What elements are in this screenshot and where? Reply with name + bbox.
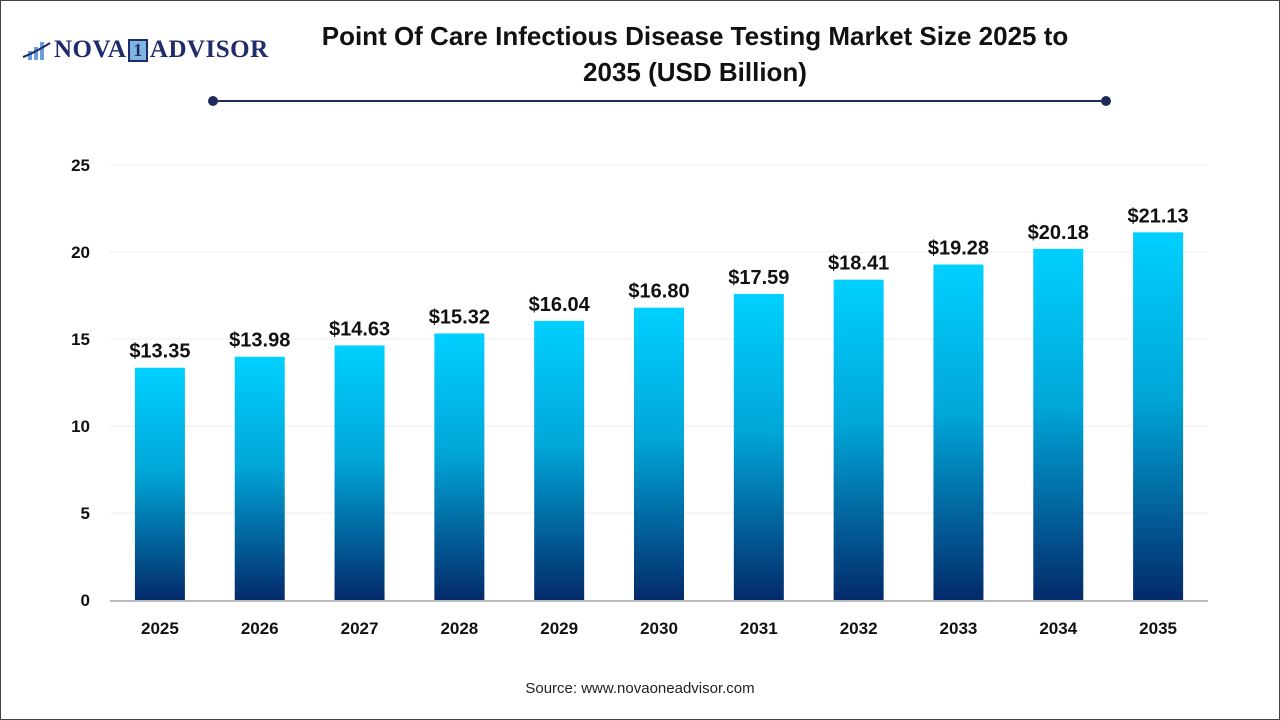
x-tick-label: 2033 — [940, 619, 978, 638]
bar-2029 — [534, 320, 585, 600]
y-tick-label: 25 — [71, 156, 90, 175]
logo-text-right: ADVISOR — [149, 36, 269, 63]
x-tick-label: 2030 — [640, 619, 678, 638]
y-tick-label: 20 — [71, 243, 90, 262]
nova-advisor-logo: NOVA 1 ADVISOR — [22, 36, 269, 64]
title-rule-left-dot — [208, 96, 218, 106]
data-label: $17.59 — [728, 267, 789, 289]
x-tick-label: 2032 — [840, 619, 878, 638]
data-label: $15.32 — [429, 306, 490, 328]
bar-2030 — [634, 307, 684, 600]
title-rule — [213, 100, 1106, 102]
data-label: $21.13 — [1128, 205, 1189, 227]
data-label: $18.41 — [828, 253, 889, 275]
logo-text-mid: 1 — [128, 38, 148, 62]
data-label: $16.80 — [628, 281, 689, 303]
logo-text-left: NOVA — [54, 36, 127, 63]
chart-title: Point Of Care Infectious Disease Testing… — [321, 21, 1069, 87]
y-tick-label: 15 — [71, 330, 90, 349]
bar-2032 — [833, 279, 884, 600]
x-tick-label: 2025 — [141, 619, 179, 638]
x-tick-label: 2028 — [440, 619, 478, 638]
bar-2027 — [334, 345, 385, 600]
bar-2033 — [933, 264, 984, 600]
source-note: Source: www.novaoneadvisor.com — [525, 680, 755, 697]
y-tick-label: 10 — [71, 417, 90, 436]
data-label: $13.35 — [129, 341, 190, 363]
bar-2031 — [733, 293, 784, 600]
x-tick-label: 2027 — [341, 619, 379, 638]
bar-2034 — [1033, 248, 1084, 601]
data-label: $19.28 — [928, 238, 989, 260]
y-tick-label: 5 — [81, 504, 90, 523]
x-tick-label: 2031 — [740, 619, 778, 638]
data-label: $13.98 — [229, 330, 290, 352]
bar-2028 — [434, 333, 485, 600]
bar-2035 — [1133, 232, 1184, 600]
x-tick-label: 2026 — [241, 619, 279, 638]
data-label: $16.04 — [529, 294, 591, 316]
title-rule-right-dot — [1101, 96, 1111, 106]
x-tick-label: 2029 — [540, 619, 578, 638]
x-tick-label: 2034 — [1039, 619, 1077, 638]
bar-2025 — [134, 367, 185, 600]
data-label: $14.63 — [329, 318, 390, 340]
y-tick-label: 0 — [81, 591, 90, 610]
bar-2026 — [234, 356, 285, 600]
data-label: $20.18 — [1028, 222, 1089, 244]
x-tick-label: 2035 — [1139, 619, 1177, 638]
bar-chart-logo-icon — [22, 42, 51, 60]
